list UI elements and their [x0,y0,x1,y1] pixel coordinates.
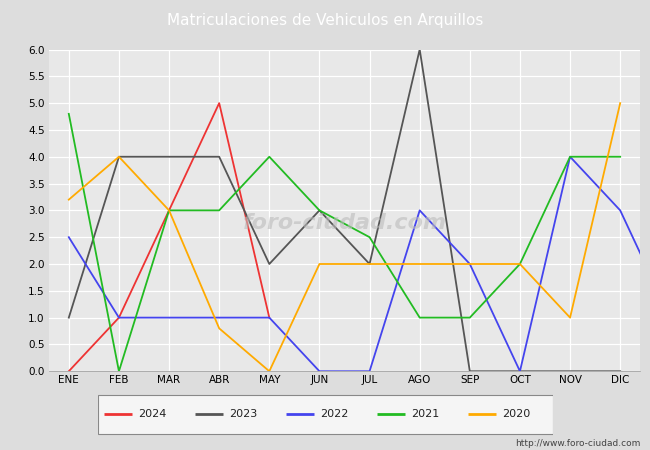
Text: 2020: 2020 [502,409,530,419]
2021 [165,208,173,213]
2023 [215,154,223,159]
Line: 2023: 2023 [69,50,620,371]
Text: 2023: 2023 [229,409,257,419]
2024 [265,315,273,320]
2020 [566,315,574,320]
2021 [566,154,574,159]
2020 [165,208,173,213]
2021 [65,111,73,117]
2023 [466,369,474,374]
2023 [416,47,424,52]
2023 [65,315,73,320]
Text: foro-ciudad.com: foro-ciudad.com [242,213,447,233]
2020 [366,261,374,267]
Line: 2022: 2022 [69,157,650,371]
2024 [165,208,173,213]
Text: 2024: 2024 [138,409,167,419]
2021 [416,315,424,320]
2021 [115,369,123,374]
2020 [516,261,524,267]
Text: 2021: 2021 [411,409,439,419]
Text: Matriculaciones de Vehiculos en Arquillos: Matriculaciones de Vehiculos en Arquillo… [167,13,483,28]
Line: 2021: 2021 [69,114,620,371]
2022 [115,315,123,320]
2021 [315,208,323,213]
2022 [165,315,173,320]
2022 [516,369,524,374]
2023 [165,154,173,159]
2023 [115,154,123,159]
Line: 2024: 2024 [69,103,269,371]
2021 [265,154,273,159]
2023 [366,261,374,267]
2020 [65,197,73,202]
2022 [566,154,574,159]
2024 [215,100,223,106]
FancyBboxPatch shape [98,395,552,434]
2023 [516,369,524,374]
2022 [366,369,374,374]
Line: 2020: 2020 [69,103,620,371]
2024 [65,369,73,374]
2022 [215,315,223,320]
2022 [616,208,624,213]
2020 [416,261,424,267]
2024 [115,315,123,320]
2021 [215,208,223,213]
2022 [416,208,424,213]
Text: 2022: 2022 [320,409,349,419]
2020 [265,369,273,374]
2022 [265,315,273,320]
2023 [315,208,323,213]
2022 [466,261,474,267]
2021 [366,234,374,240]
2020 [616,100,624,106]
2020 [115,154,123,159]
2021 [516,261,524,267]
2020 [215,326,223,331]
2022 [65,234,73,240]
2023 [566,369,574,374]
Text: http://www.foro-ciudad.com: http://www.foro-ciudad.com [515,439,640,448]
2023 [265,261,273,267]
2021 [466,315,474,320]
2021 [616,154,624,159]
2020 [315,261,323,267]
2020 [466,261,474,267]
2023 [616,369,624,374]
2022 [315,369,323,374]
